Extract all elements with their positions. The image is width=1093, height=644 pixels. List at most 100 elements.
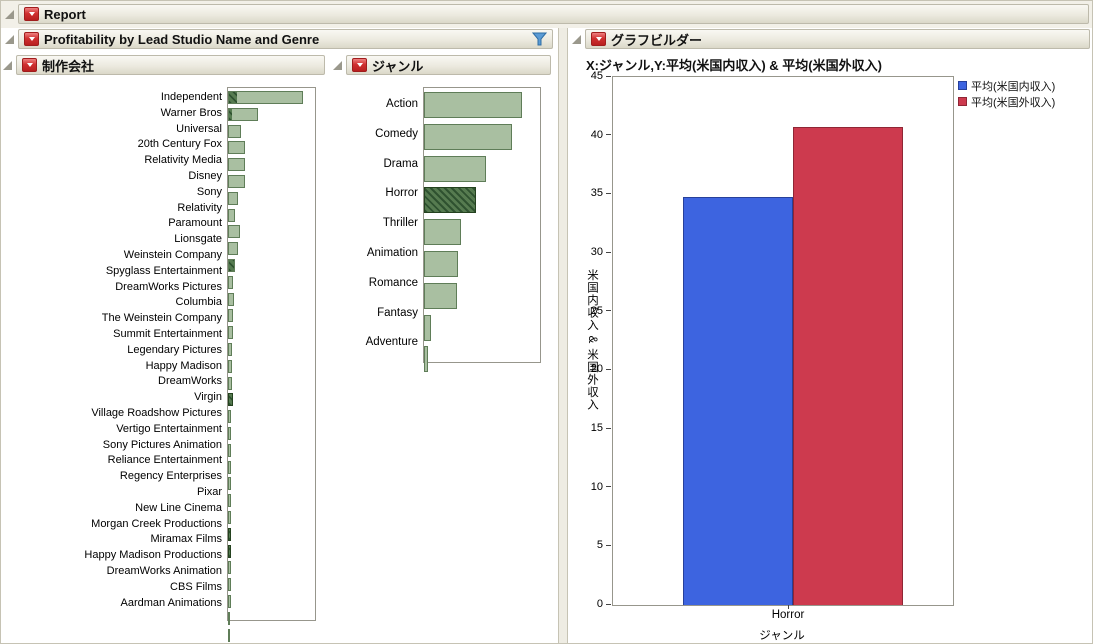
studio-category-label[interactable]: Happy Madison Productions [84, 549, 222, 562]
studio-bar[interactable] [228, 275, 233, 289]
red-triangle-menu-icon[interactable] [352, 58, 367, 72]
genre-plot-frame[interactable] [423, 87, 541, 373]
disclosure-triangle-icon[interactable] [572, 34, 582, 44]
studio-bar[interactable] [228, 460, 231, 474]
data-filter-funnel-icon[interactable] [532, 32, 547, 46]
studio-category-label[interactable]: Legendary Pictures [127, 343, 222, 356]
genre-category-label[interactable]: Animation [366, 246, 418, 259]
genre-category-label[interactable]: Romance [368, 276, 418, 289]
studio-category-label[interactable]: Pixar [196, 485, 222, 498]
studio-category-label[interactable]: DreamWorks Pictures [115, 280, 222, 293]
genre-category-label[interactable]: Comedy [375, 127, 418, 140]
panel-splitter[interactable] [558, 28, 568, 643]
disclosure-triangle-icon[interactable] [333, 60, 343, 70]
studio-bar[interactable] [228, 611, 230, 625]
genre-bar[interactable] [424, 346, 428, 373]
genre-bar[interactable] [424, 187, 476, 214]
studio-category-label[interactable]: Virgin [194, 391, 222, 404]
genre-bar[interactable] [424, 314, 431, 341]
studio-category-label[interactable]: New Line Cinema [135, 501, 222, 514]
studio-category-label[interactable]: Relativity [177, 201, 222, 214]
studio-category-label[interactable]: DreamWorks Animation [106, 564, 222, 577]
studio-category-label[interactable]: Sony [196, 185, 222, 198]
studio-category-label[interactable]: CBS Films [170, 580, 222, 593]
studio-bar[interactable] [228, 393, 233, 407]
studio-bar[interactable] [228, 208, 235, 222]
red-triangle-menu-icon[interactable] [22, 58, 37, 72]
studio-category-label[interactable]: Columbia [175, 296, 222, 309]
genre-bar[interactable] [424, 282, 457, 309]
genre-category-label[interactable]: Thriller [382, 217, 418, 230]
studio-bar[interactable] [228, 174, 245, 188]
studio-bar[interactable] [228, 326, 233, 340]
studio-category-label[interactable]: Lionsgate [174, 233, 222, 246]
studio-bar[interactable] [228, 443, 231, 457]
studio-bar[interactable] [228, 242, 238, 256]
studio-bar[interactable] [228, 158, 245, 172]
studio-category-label[interactable]: Paramount [168, 217, 222, 230]
studio-category-label[interactable]: Universal [176, 122, 222, 135]
studio-bar[interactable] [228, 225, 240, 239]
genre-bar[interactable] [424, 250, 458, 277]
studio-category-label[interactable]: The Weinstein Company [101, 312, 222, 325]
studio-bar[interactable] [228, 309, 233, 323]
studio-bar[interactable] [228, 561, 231, 575]
gb-y-axis[interactable]: 0 5 10 15 20 25 30 35 40 45 [568, 70, 612, 610]
red-triangle-menu-icon[interactable] [24, 32, 39, 46]
studio-category-label[interactable]: Regency Enterprises [119, 470, 222, 483]
studio-bar[interactable] [228, 410, 231, 424]
studio-category-label[interactable]: Miramax Films [150, 533, 223, 546]
studio-category-label[interactable]: Reliance Entertainment [107, 454, 222, 467]
legend-item[interactable]: 平均(米国外収入) [958, 94, 1055, 109]
studio-plot-frame[interactable] [227, 87, 316, 642]
disclosure-triangle-icon[interactable] [5, 34, 15, 44]
studio-bar[interactable] [228, 359, 232, 373]
studio-bar[interactable] [228, 191, 238, 205]
genre-category-label[interactable]: Horror [385, 187, 418, 200]
disclosure-triangle-icon[interactable] [3, 60, 13, 70]
studio-category-label[interactable]: Morgan Creek Productions [91, 517, 222, 530]
studio-bar[interactable] [228, 141, 245, 155]
studio-bar[interactable] [228, 544, 231, 558]
studio-bar[interactable] [228, 426, 231, 440]
studio-category-label[interactable]: Vertigo Entertainment [116, 422, 222, 435]
graph-builder-plot[interactable] [612, 76, 954, 606]
studio-bar[interactable] [228, 124, 241, 138]
genre-category-label[interactable]: Fantasy [377, 306, 418, 319]
studio-bar[interactable] [228, 292, 234, 306]
legend-item[interactable]: 平均(米国内収入) [958, 78, 1055, 93]
studio-bar[interactable] [228, 258, 235, 272]
studio-bar[interactable] [228, 527, 231, 541]
studio-bar[interactable] [228, 594, 231, 608]
genre-bar[interactable] [424, 155, 486, 182]
studio-bar[interactable] [228, 494, 231, 508]
studio-bar[interactable] [228, 510, 231, 524]
studio-category-label[interactable]: Sony Pictures Animation [102, 438, 222, 451]
red-triangle-menu-icon[interactable] [591, 32, 606, 46]
genre-bar[interactable] [424, 219, 461, 246]
studio-category-label[interactable]: Independent [160, 91, 222, 103]
studio-bar[interactable] [228, 342, 232, 356]
red-triangle-menu-icon[interactable] [24, 7, 39, 21]
disclosure-triangle-icon[interactable] [5, 9, 15, 19]
genre-bar[interactable] [424, 123, 512, 150]
studio-bar[interactable] [228, 578, 231, 592]
genre-category-label[interactable]: Drama [383, 157, 418, 170]
studio-category-label[interactable]: DreamWorks [158, 375, 222, 388]
studio-category-label[interactable]: Aardman Animations [120, 596, 223, 609]
series-bar[interactable] [793, 127, 903, 605]
studio-category-label[interactable]: Spyglass Entertainment [105, 264, 222, 277]
studio-bar[interactable] [228, 91, 303, 104]
series-bar[interactable] [683, 196, 793, 605]
genre-bar[interactable] [424, 92, 522, 118]
studio-category-label[interactable]: Warner Bros [160, 106, 222, 119]
studio-bar[interactable] [228, 628, 230, 642]
studio-category-label[interactable]: Disney [188, 169, 222, 182]
genre-category-label[interactable]: Action [386, 98, 418, 110]
studio-category-label[interactable]: Village Roadshow Pictures [91, 406, 222, 419]
genre-category-label[interactable]: Adventure [365, 336, 418, 349]
studio-category-label[interactable]: Summit Entertainment [113, 327, 222, 340]
studio-bar[interactable] [228, 376, 232, 390]
studio-bar[interactable] [228, 477, 231, 491]
studio-bar[interactable] [228, 107, 258, 121]
